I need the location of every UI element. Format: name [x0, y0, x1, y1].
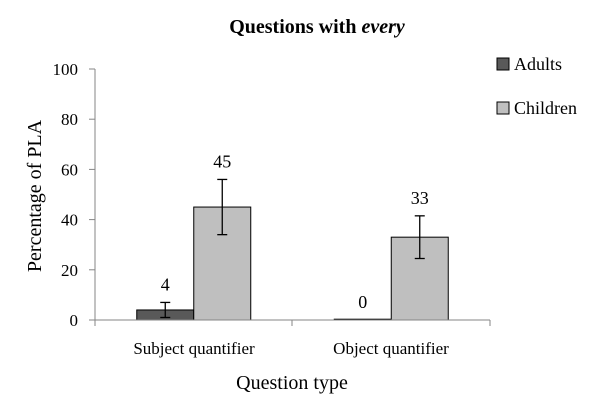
y-axis-ticks: 0 20 40 60 80 100 [53, 60, 95, 330]
legend-swatch-adults [496, 57, 510, 71]
y-tick-label-80: 80 [61, 110, 78, 129]
x-axis-title: Question type [236, 372, 348, 394]
y-tick-label-100: 100 [53, 60, 79, 79]
x-category-label-0: Subject quantifier [133, 339, 255, 358]
chart-title-part-0: Questions with [229, 16, 361, 38]
y-tick-label-40: 40 [61, 211, 78, 230]
legend-label-children: Children [514, 98, 577, 118]
value-label-adults-1: 0 [358, 292, 367, 312]
value-labels-group: 4 45 0 33 [161, 151, 429, 312]
y-tick-label-60: 60 [61, 160, 78, 179]
legend: Adults Children [496, 54, 577, 118]
y-tick-label-20: 20 [61, 261, 78, 280]
chart-title: Questions with every [229, 16, 405, 38]
y-axis-title: Percentage of PLA [24, 119, 46, 272]
value-label-children-0: 45 [213, 151, 231, 171]
value-label-children-1: 33 [411, 188, 429, 208]
error-bars-group [160, 178, 425, 319]
bars-group [136, 206, 449, 321]
y-tick-label-0: 0 [70, 311, 79, 330]
legend-swatch-children [496, 101, 510, 115]
chart-title-part-1: every [361, 16, 404, 38]
legend-label-adults: Adults [514, 54, 562, 74]
value-label-adults-0: 4 [161, 274, 170, 294]
x-category-label-1: Object quantifier [333, 339, 449, 358]
